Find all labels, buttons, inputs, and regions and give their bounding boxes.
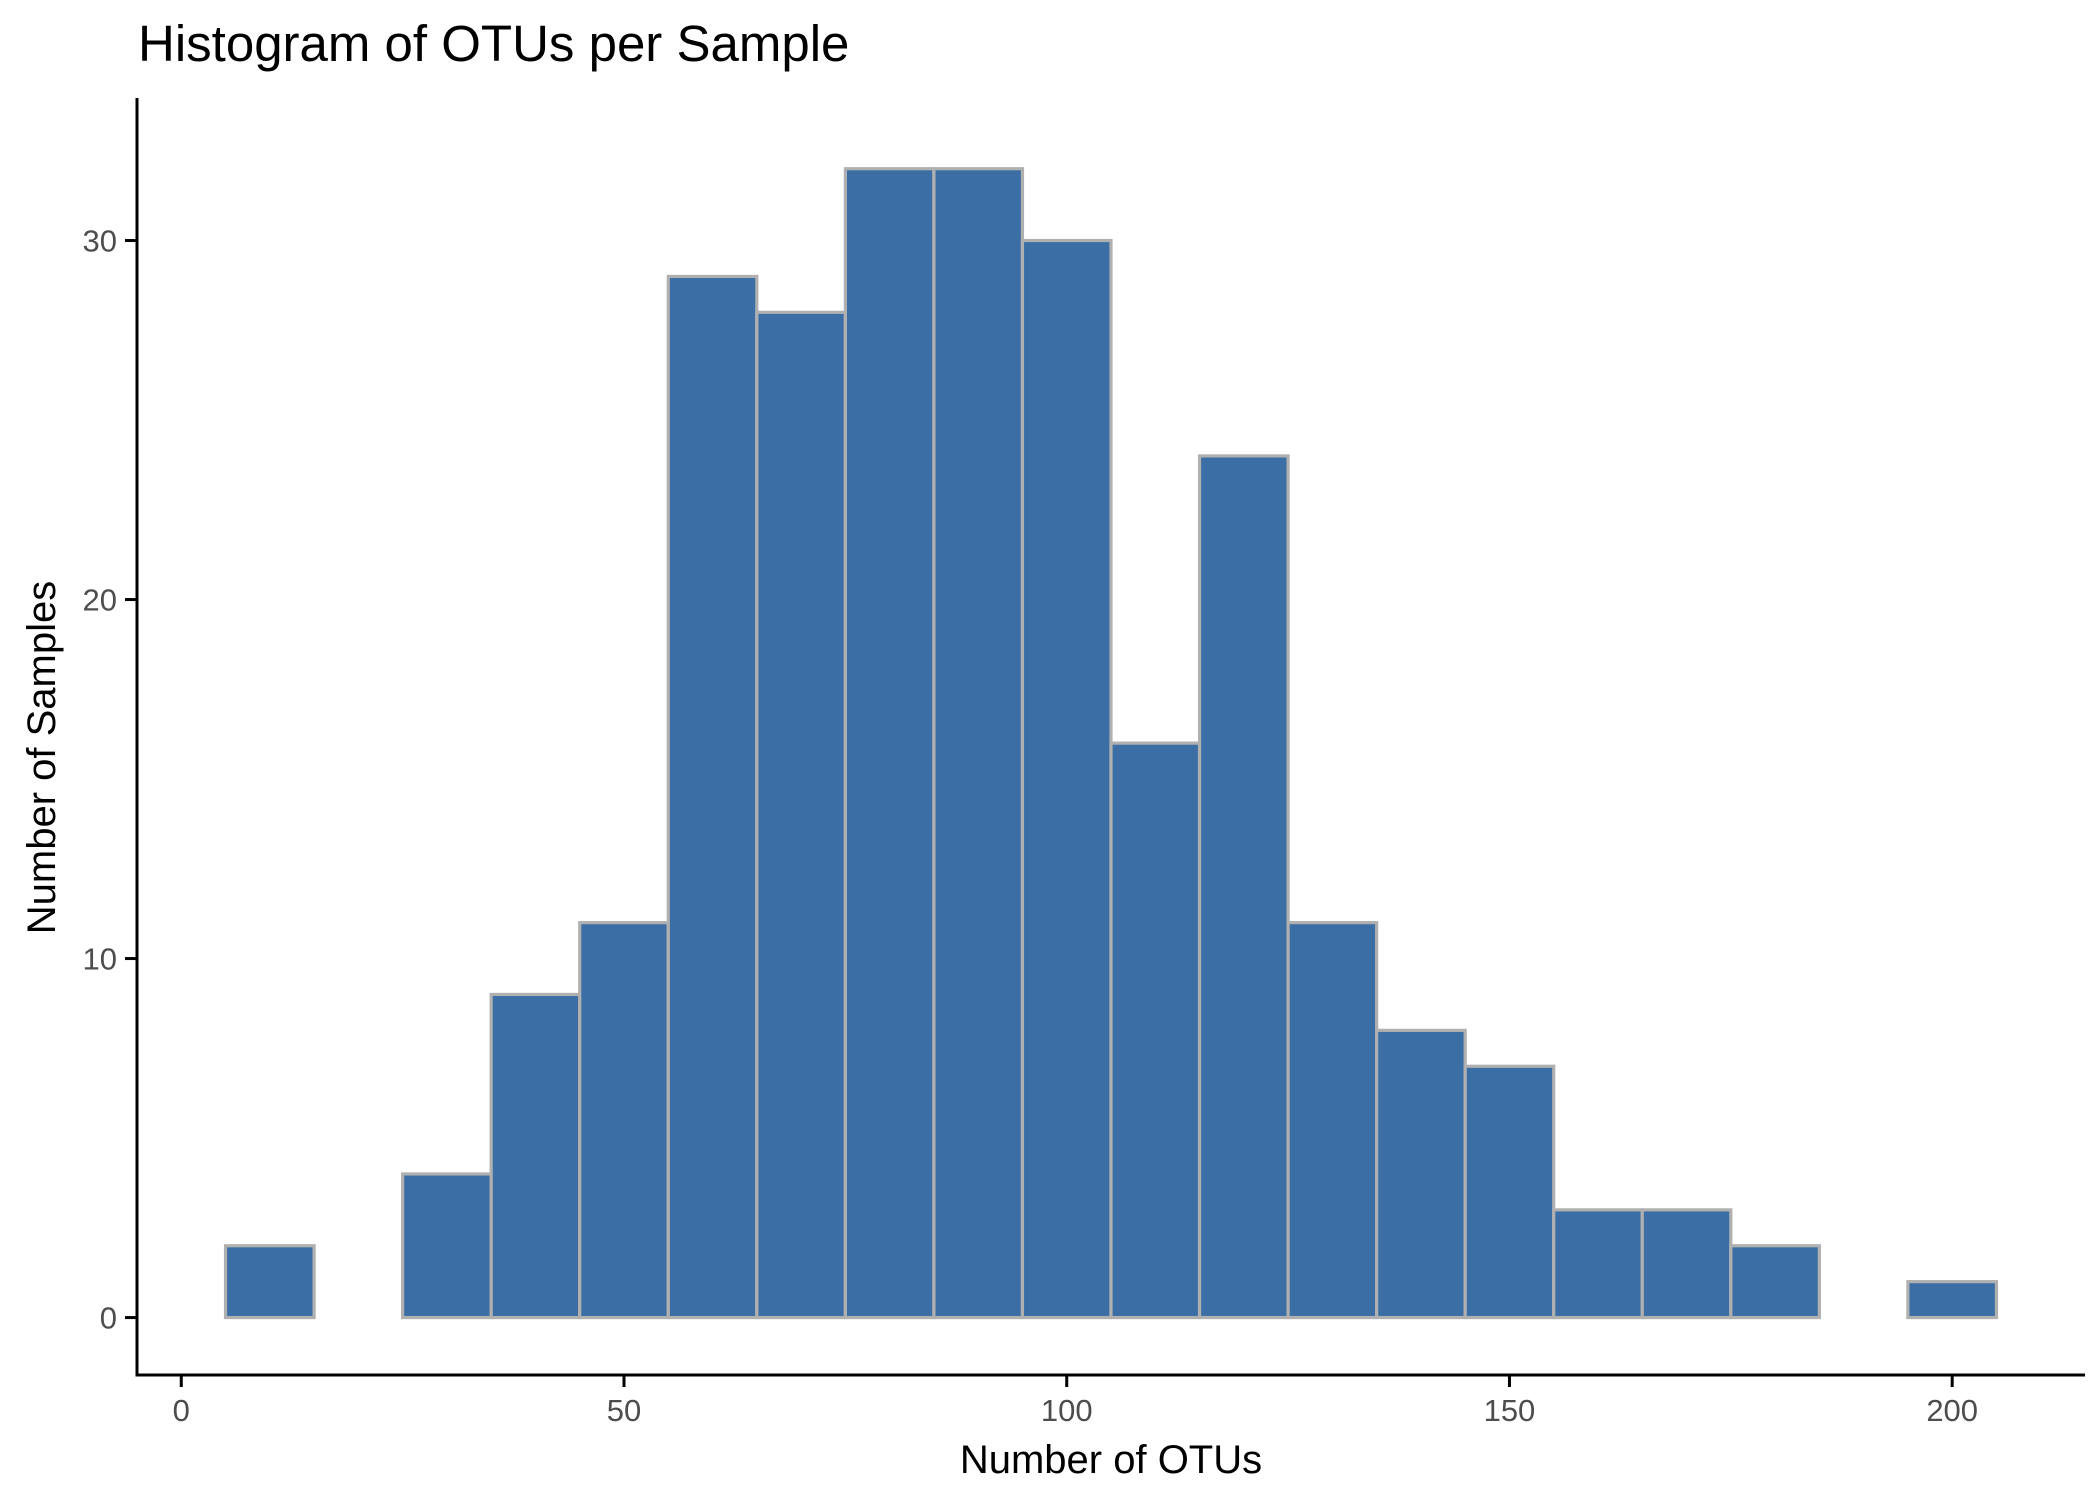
histogram-bar-10 [1109, 741, 1202, 1320]
histogram-bar-5 [666, 274, 759, 1320]
histogram-bar-4 [578, 921, 670, 1320]
histogram-bar-9 [1020, 238, 1113, 1320]
histogram-bar-12 [1286, 921, 1379, 1320]
histogram-bar-7 [843, 167, 936, 1320]
histogram-bar-3 [489, 992, 582, 1320]
chart-title: Histogram of OTUs per Sample [138, 15, 850, 72]
y-axis-ticks: 0 10 20 30 [83, 224, 137, 1336]
histogram-bar-0 [223, 1244, 316, 1320]
histogram-bar-13 [1375, 1028, 1467, 1320]
x-tick-label: 150 [1484, 1393, 1536, 1428]
x-tick-label: 200 [1926, 1393, 1978, 1428]
histogram-bar-19 [1906, 1280, 1999, 1320]
y-tick-label: 30 [83, 224, 117, 259]
x-tick-label: 0 [173, 1393, 190, 1428]
x-axis-ticks: 0 50 100 150 200 [173, 1375, 1978, 1428]
bars-group [223, 167, 1999, 1320]
histogram-bar-14 [1463, 1064, 1556, 1320]
x-tick-label: 50 [607, 1393, 641, 1428]
histogram-bar-17 [1729, 1244, 1821, 1320]
histogram-bar-2 [401, 1172, 493, 1320]
histogram-bar-15 [1552, 1208, 1644, 1320]
histogram-bar-16 [1640, 1208, 1733, 1320]
y-axis-title: Number of Samples [20, 581, 64, 934]
y-tick-label: 0 [100, 1301, 117, 1336]
histogram-bar-6 [755, 310, 847, 1320]
y-tick-label: 20 [83, 583, 117, 618]
x-tick-label: 100 [1041, 1393, 1093, 1428]
y-tick-label: 10 [83, 942, 117, 977]
histogram-bar-11 [1197, 454, 1290, 1320]
histogram-bar-8 [932, 167, 1025, 1320]
x-axis-title: Number of OTUs [960, 1438, 1262, 1482]
